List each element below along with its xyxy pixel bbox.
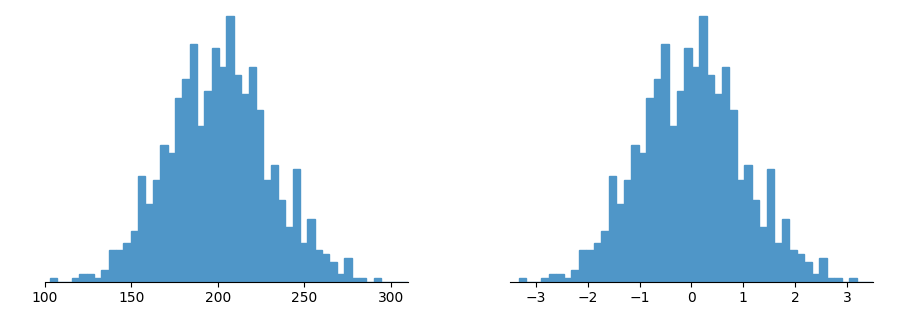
Bar	[308, 219, 315, 282]
Bar	[116, 251, 123, 282]
Bar	[234, 75, 241, 282]
Bar	[744, 164, 752, 282]
Bar	[677, 91, 684, 282]
Bar	[322, 254, 329, 282]
Bar	[183, 79, 190, 282]
Bar	[887, 278, 895, 282]
Bar	[654, 79, 662, 282]
Bar	[86, 274, 94, 282]
Bar	[374, 278, 381, 282]
Bar	[737, 180, 744, 282]
Bar	[329, 262, 337, 282]
Bar	[153, 180, 160, 282]
Bar	[789, 251, 796, 282]
Bar	[518, 278, 526, 282]
Bar	[123, 243, 130, 282]
Bar	[632, 145, 639, 282]
Bar	[160, 145, 167, 282]
Bar	[805, 262, 812, 282]
Bar	[684, 48, 691, 282]
Bar	[263, 180, 271, 282]
Bar	[722, 67, 729, 282]
Bar	[344, 258, 352, 282]
Bar	[241, 94, 248, 282]
Bar	[834, 278, 842, 282]
Bar	[579, 251, 586, 282]
Bar	[248, 67, 256, 282]
Bar	[146, 204, 153, 282]
Bar	[79, 274, 86, 282]
Bar	[601, 231, 608, 282]
Bar	[706, 75, 714, 282]
Bar	[796, 254, 805, 282]
Bar	[410, 278, 418, 282]
Bar	[352, 278, 359, 282]
Bar	[197, 126, 204, 282]
Bar	[646, 98, 654, 282]
Bar	[541, 278, 549, 282]
Bar	[729, 110, 737, 282]
Bar	[714, 94, 722, 282]
Bar	[278, 200, 285, 282]
Bar	[812, 274, 819, 282]
Bar	[72, 278, 79, 282]
Bar	[586, 251, 594, 282]
Bar	[219, 67, 227, 282]
Bar	[669, 126, 677, 282]
Bar	[624, 180, 632, 282]
Bar	[850, 278, 857, 282]
Bar	[774, 243, 782, 282]
Bar	[256, 110, 263, 282]
Bar	[556, 274, 563, 282]
Bar	[292, 169, 300, 282]
Bar	[549, 274, 556, 282]
Bar	[782, 219, 789, 282]
Bar	[563, 278, 572, 282]
Bar	[315, 251, 322, 282]
Bar	[691, 67, 699, 282]
Bar	[102, 270, 109, 282]
Bar	[285, 227, 292, 282]
Bar	[175, 98, 183, 282]
Bar	[616, 204, 624, 282]
Bar	[212, 48, 219, 282]
Bar	[639, 153, 646, 282]
Bar	[337, 274, 344, 282]
Bar	[271, 164, 278, 282]
Bar	[594, 243, 601, 282]
Bar	[50, 278, 57, 282]
Bar	[699, 16, 707, 282]
Bar	[572, 270, 579, 282]
Bar	[662, 44, 669, 282]
Bar	[167, 153, 175, 282]
Bar	[827, 278, 834, 282]
Bar	[227, 16, 234, 282]
Bar	[190, 44, 197, 282]
Bar	[138, 176, 146, 282]
Bar	[760, 227, 767, 282]
Bar	[130, 231, 138, 282]
Bar	[109, 251, 116, 282]
Bar	[204, 91, 212, 282]
Bar	[819, 258, 827, 282]
Bar	[608, 176, 617, 282]
Bar	[767, 169, 774, 282]
Bar	[94, 278, 102, 282]
Bar	[752, 200, 760, 282]
Bar	[300, 243, 308, 282]
Bar	[359, 278, 366, 282]
